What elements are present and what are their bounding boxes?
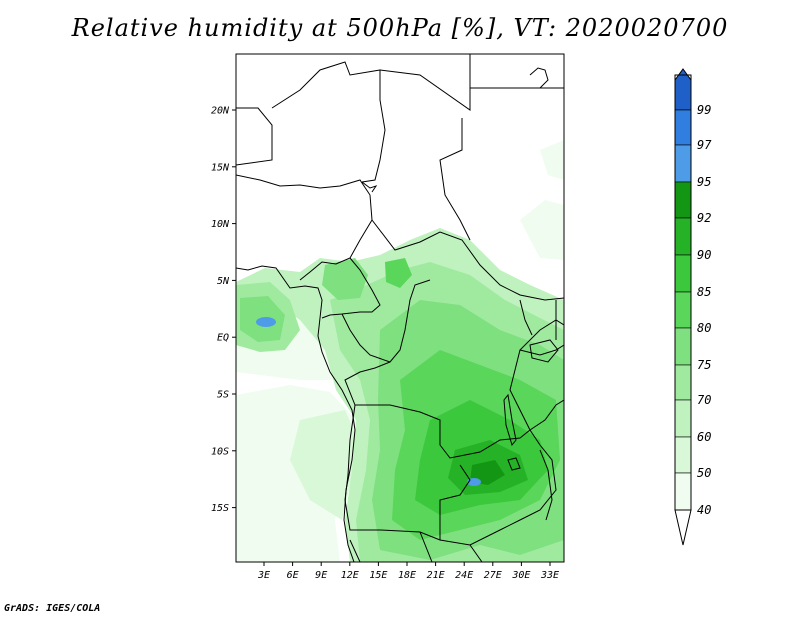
lake-chad — [361, 181, 378, 193]
lat-label: 20N — [211, 106, 230, 117]
border-sudan — [439, 87, 564, 241]
lon-label: 18E — [398, 570, 416, 581]
lat-label: 10S — [211, 446, 229, 457]
map-panel: 20N 15N 10N 5N EQ 5S 10S 15S 3E 6E 9E 12E 15E 18E 21E… — [211, 53, 565, 581]
colorbar-label: 90 — [697, 248, 711, 262]
border-cameroon — [321, 257, 381, 319]
border-car — [371, 219, 564, 301]
border-nigeria — [236, 174, 373, 281]
rh-80-85-region — [385, 258, 412, 288]
rh-40-50-region — [520, 200, 564, 260]
border-malawi — [539, 449, 553, 521]
border-drc — [344, 319, 564, 459]
border-east — [519, 299, 557, 340]
lat-label: 10N — [211, 219, 230, 230]
border-zambia — [439, 429, 557, 546]
lon-label: 24E — [455, 570, 473, 581]
lon-label: 9E — [315, 570, 327, 581]
colorbar-label: 97 — [697, 138, 712, 152]
colorbar-label: 85 — [697, 285, 711, 299]
lat-label: 15N — [211, 162, 230, 173]
humidity-field — [236, 140, 564, 562]
lon-label: 33E — [540, 570, 559, 581]
colorbar-segment — [674, 144, 692, 183]
lat-label: 15S — [211, 503, 229, 514]
map-title: Relative humidity at 500hPa [%], VT: 202… — [71, 14, 729, 42]
lake-tanganyika — [503, 393, 517, 447]
colorbar-label: 60 — [697, 430, 711, 444]
colorbar-segment — [674, 217, 692, 256]
lon-label: 21E — [427, 570, 445, 581]
grads-credit: GrADS: IGES/COLA — [4, 603, 101, 614]
lon-label: 12E — [341, 570, 359, 581]
border-gabon-congo — [341, 279, 431, 363]
lon-label: 27E — [484, 570, 502, 581]
border-north — [236, 54, 273, 166]
rh-97-99-region — [256, 317, 276, 327]
colorbar-label: 40 — [697, 503, 711, 517]
longitude-axis: 3E 6E 9E 12E 15E 18E 21E 24E 27E 30E 33E — [257, 562, 559, 581]
rh-40-50-region — [540, 140, 564, 180]
border-tanzania — [519, 344, 564, 431]
colorbar-label: 70 — [697, 393, 711, 407]
lat-label: 5S — [217, 390, 229, 401]
colorbar-segment — [674, 254, 692, 293]
colorbar: 99 97 95 92 90 85 80 75 70 60 50 40 — [674, 68, 712, 546]
lon-label: 6E — [287, 570, 299, 581]
lake-victoria — [529, 339, 559, 363]
colorbar-lower-triangle — [674, 509, 692, 546]
colorbar-label: 75 — [697, 358, 711, 372]
lon-label: 3E — [257, 570, 270, 581]
border-south — [349, 531, 483, 562]
country-borders — [236, 54, 564, 562]
colorbar-label: 92 — [697, 211, 711, 225]
lon-label: 30E — [511, 570, 530, 581]
colorbar-segment — [674, 399, 692, 438]
lat-label: 5N — [217, 276, 230, 287]
rh-50-60-region — [290, 410, 358, 520]
colorbar-segment — [674, 472, 692, 511]
colorbar-label: 80 — [697, 321, 711, 335]
colorbar-label: 50 — [697, 466, 711, 480]
colorbar-label: 95 — [697, 175, 711, 189]
colorbar-label: 99 — [697, 103, 711, 117]
colorbar-segment — [674, 327, 692, 366]
colorbar-segment — [674, 109, 692, 146]
colorbar-frame — [674, 74, 692, 511]
rh-75-80-region — [322, 258, 368, 300]
lat-label: EQ — [217, 333, 229, 344]
border-angola — [344, 404, 471, 541]
colorbar-segment — [674, 364, 692, 401]
rh-92-95-region — [470, 460, 505, 485]
coast-northeast — [529, 67, 549, 89]
colorbar-segment — [674, 436, 692, 474]
latitude-axis: 20N 15N 10N 5N EQ 5S 10S 15S — [211, 106, 236, 514]
lon-label: 15E — [369, 570, 387, 581]
lake-mweru — [507, 457, 521, 471]
colorbar-segment — [674, 181, 692, 219]
colorbar-segment — [674, 291, 692, 329]
map-frame — [235, 53, 565, 563]
border-libya-chad — [379, 54, 471, 111]
